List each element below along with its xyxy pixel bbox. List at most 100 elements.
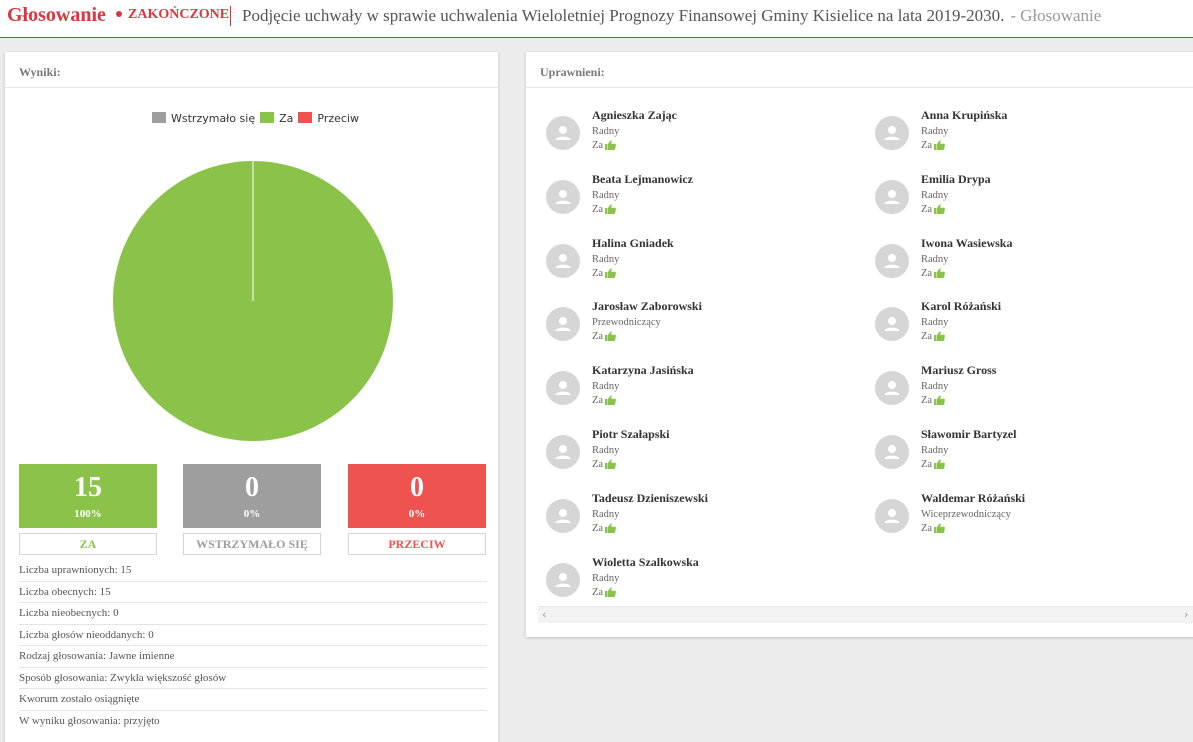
status-badge: ZAKOŃCZONE — [116, 7, 229, 23]
user-avatar-icon — [546, 243, 580, 278]
stat-row: Rodzaj głosowania: Jawne imienne — [19, 646, 487, 668]
member-name: Sławomir Bartyzel — [921, 427, 1017, 441]
thumbs-up-icon — [932, 395, 945, 406]
member-role: Radny — [592, 381, 620, 393]
stat-row: Liczba nieobecnych: 0 — [19, 603, 487, 625]
member-vote-label: Za — [592, 203, 604, 215]
member-vote-label: Za — [592, 140, 604, 151]
member-item[interactable]: Jarosław Zaborowski Przewodniczący Za — [546, 299, 866, 359]
member-vote-label: Za — [592, 267, 604, 279]
member-item[interactable]: Wioletta Szalkowska Radny Za — [546, 555, 866, 615]
member-item[interactable]: Sławomir Bartyzel Radny Za — [875, 427, 1193, 487]
scroll-right-icon[interactable]: › — [1184, 608, 1189, 621]
member-item[interactable]: Waldemar Różański Wiceprzewodniczący Za — [875, 491, 1193, 551]
member-vote-label: Za — [592, 522, 604, 534]
thumbs-up-icon — [603, 459, 616, 470]
member-vote: Za — [921, 331, 945, 342]
member-vote: Za — [921, 140, 945, 151]
vote-stats-list: Liczba uprawnionych: 15 Liczba obecnych: … — [19, 560, 487, 732]
user-avatar-icon — [546, 179, 580, 214]
member-item[interactable]: Halina Gniadek Radny Za — [546, 236, 866, 296]
user-avatar-icon — [546, 307, 580, 342]
member-vote-label: Za — [921, 331, 933, 343]
horizontal-scrollbar[interactable]: ‹ › — [538, 606, 1193, 623]
legend-item[interactable]: Przeciw — [298, 112, 359, 125]
member-item[interactable]: Katarzyna Jasińska Radny Za — [546, 363, 866, 423]
member-role: Radny — [921, 317, 949, 329]
member-role: Radny — [592, 126, 620, 137]
member-name: Katarzyna Jasińska — [592, 363, 694, 378]
legend-swatch — [152, 112, 166, 123]
vote-percent: 100% — [74, 508, 102, 520]
member-role: Radny — [592, 572, 620, 584]
legend-item[interactable]: Za — [260, 112, 293, 125]
member-item[interactable]: Agnieszka Zając Radny Za — [546, 108, 866, 168]
member-role: Radny — [921, 189, 949, 201]
user-avatar-icon — [546, 371, 580, 406]
member-item[interactable]: Tadeusz Dzieniszewski Radny Za — [546, 491, 866, 551]
thumbs-up-icon — [603, 395, 616, 406]
member-role: Radny — [921, 445, 949, 456]
thumbs-up-icon — [932, 459, 945, 470]
member-vote-label: Za — [921, 140, 933, 151]
chart-legend: Wstrzymało się Za Przeciw — [152, 112, 364, 125]
member-name: Jarosław Zaborowski — [592, 299, 702, 314]
stat-row: W wyniku głosowania: przyjęto — [19, 714, 160, 727]
legend-swatch — [298, 112, 313, 123]
member-role: Radny — [592, 508, 620, 520]
thumbs-up-icon — [603, 331, 616, 342]
member-vote: Za — [592, 204, 616, 215]
user-avatar-icon — [875, 435, 909, 469]
member-vote: Za — [921, 204, 945, 215]
entitled-panel-title: Uprawnieni: — [526, 52, 1193, 88]
member-name: Piotr Szałapski — [592, 427, 670, 441]
member-name: Anna Krupińska — [921, 108, 1008, 122]
member-vote-label: Za — [592, 586, 604, 598]
vote-percent: 0% — [408, 508, 426, 520]
legend-item[interactable]: Wstrzymało się — [152, 112, 255, 125]
member-name: Iwona Wasiewska — [921, 235, 1013, 250]
vote-count: 0 — [410, 472, 424, 503]
member-name: Wioletta Szalkowska — [592, 554, 699, 569]
member-item[interactable]: Beata Lejmanowicz Radny Za — [546, 172, 866, 232]
member-item[interactable]: Piotr Szałapski Radny Za — [546, 427, 866, 487]
member-vote: Za — [592, 587, 616, 598]
member-vote: Za — [921, 459, 945, 470]
stat-row: Liczba obecnych: 15 — [19, 582, 487, 603]
member-role: Wiceprzewodniczący — [921, 508, 1011, 520]
member-vote: Za — [592, 140, 616, 151]
member-name: Karol Różański — [921, 299, 1002, 314]
member-vote-label: Za — [921, 395, 933, 407]
scroll-left-icon[interactable]: ‹ — [542, 608, 547, 621]
user-avatar-icon — [875, 371, 909, 406]
member-name: Mariusz Gross — [921, 363, 997, 378]
member-vote-label: Za — [592, 395, 604, 407]
member-item[interactable]: Mariusz Gross Radny Za — [875, 363, 1193, 423]
member-vote: Za — [921, 523, 945, 534]
member-name: Agnieszka Zając — [592, 108, 677, 122]
thumbs-up-icon — [603, 204, 616, 215]
vote-count-tile-wstrzymalo-sie: 0 0% — [183, 464, 321, 528]
vote-label-za: ZA — [19, 533, 157, 555]
member-role: Radny — [921, 381, 949, 393]
member-role: Radny — [921, 126, 949, 137]
user-avatar-icon — [875, 179, 909, 214]
member-vote: Za — [921, 395, 945, 406]
member-item[interactable]: Anna Krupińska Radny Za — [875, 108, 1193, 168]
vote-count-tile-za: 15 100% — [19, 464, 157, 528]
member-vote-label: Za — [921, 459, 933, 470]
thumbs-up-icon — [603, 523, 616, 534]
stat-row: Liczba głosów nieoddanych: 0 — [19, 625, 487, 646]
member-item[interactable]: Emilia Drypa Radny Za — [875, 172, 1193, 232]
vote-label-wstrzymalo-sie: WSTRZYMAŁO SIĘ — [183, 533, 321, 555]
breadcrumb-current[interactable]: Głosowanie — [1020, 6, 1102, 25]
member-vote: Za — [592, 268, 616, 279]
vote-percent: 0% — [243, 508, 261, 520]
thumbs-up-icon — [932, 268, 945, 279]
member-vote-label: Za — [592, 331, 604, 343]
member-vote-label: Za — [592, 459, 604, 470]
member-vote: Za — [592, 459, 616, 470]
member-item[interactable]: Karol Różański Radny Za — [875, 299, 1193, 359]
title-separator — [230, 6, 231, 26]
member-item[interactable]: Iwona Wasiewska Radny Za — [875, 236, 1193, 296]
